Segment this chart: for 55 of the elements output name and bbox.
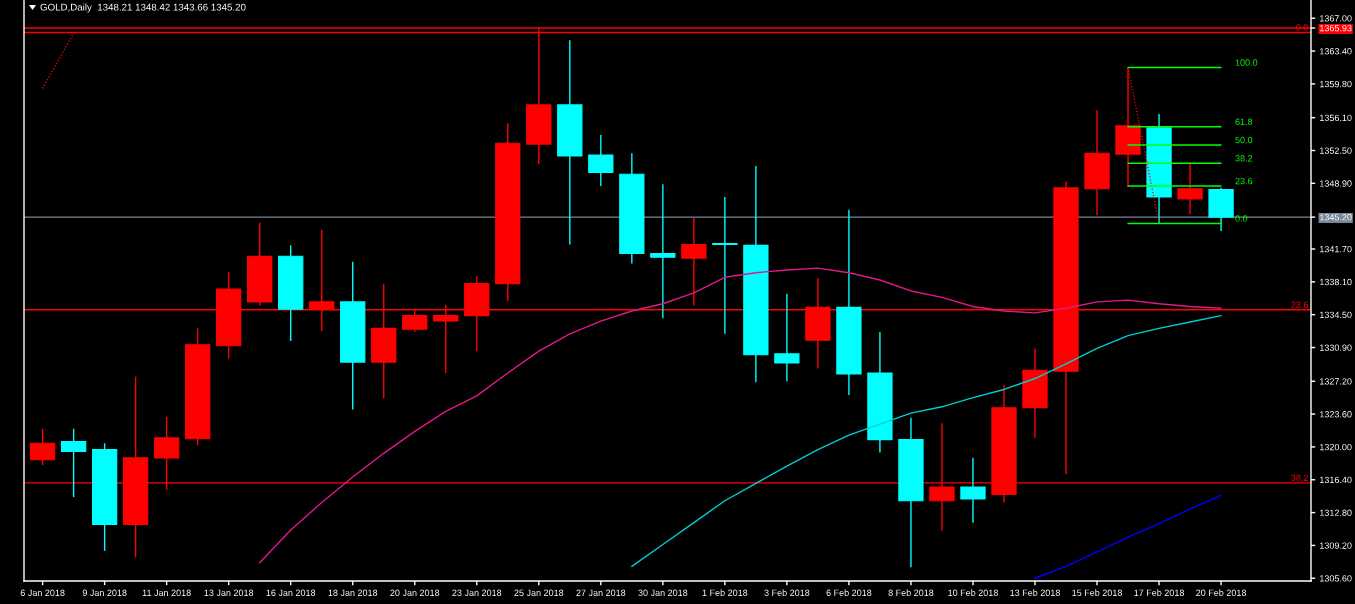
y-tick-label: 1327.20: [1320, 378, 1352, 385]
series-label: 23.6: [1235, 177, 1253, 185]
x-tick-label: 18 Jan 2018: [328, 589, 378, 596]
candlestick: [774, 292, 800, 382]
y-tick-label: 1341.70: [1320, 245, 1352, 253]
x-tick-label: 3 Feb 2018: [764, 589, 810, 596]
y-tick-label: 1312.80: [1320, 509, 1352, 516]
x-tick-label: 25 Jan 2018: [514, 589, 564, 596]
x-tick-label: 1 Feb 2018: [702, 589, 748, 596]
y-tick-label: 1356.10: [1320, 114, 1352, 122]
x-tick-label: 11 Jan 2018: [142, 589, 191, 596]
y-tick-label: 1309.20: [1320, 542, 1352, 549]
y-tick-label: 1348.90: [1320, 180, 1352, 187]
x-tick-label: 13 Feb 2018: [1010, 589, 1060, 596]
candlestick: [650, 183, 676, 320]
x-tick-label: 8 Feb 2018: [888, 589, 934, 596]
series-label: 0.0: [1235, 215, 1248, 222]
y-tick-label: 1305.60: [1320, 575, 1352, 582]
line-series: [1034, 494, 1222, 579]
chart-title: GOLD,Daily 1348.21 1348.42 1343.66 1345.20: [40, 3, 246, 13]
y-tick-label: 1338.10: [1320, 278, 1352, 286]
x-tick-label: 27 Jan 2018: [576, 589, 626, 596]
y-tick-label: 1330.90: [1320, 344, 1352, 351]
x-tick-label: 20 Jan 2018: [390, 589, 440, 596]
series-label: 38.2: [1235, 155, 1253, 162]
candlestick: [712, 196, 738, 335]
y-tick-label: 1365.93: [1320, 24, 1352, 32]
annotation: 23.6: [1291, 301, 1309, 308]
y-tick-label: 1352.50: [1320, 147, 1352, 154]
x-tick-label: 6 Jan 2018: [20, 589, 65, 596]
y-tick-label: 1345.20: [1320, 214, 1352, 221]
x-tick-label: 30 Jan 2018: [638, 589, 688, 596]
line-series: [631, 314, 1222, 568]
x-tick-label: 17 Feb 2018: [1134, 589, 1184, 596]
y-tick-label: 1367.00: [1320, 15, 1352, 22]
annotation: 38.2: [1291, 474, 1308, 482]
series-label: 61.8: [1235, 118, 1253, 125]
x-tick-label: 15 Feb 2018: [1072, 589, 1122, 596]
x-tick-label: 16 Jan 2018: [266, 589, 316, 596]
y-tick-label: 1320.00: [1320, 443, 1352, 451]
y-tick-label: 1363.40: [1320, 48, 1352, 55]
x-tick-label: 23 Jan 2018: [452, 589, 502, 596]
line-series: [258, 267, 1222, 564]
series-label: 50.0: [1235, 136, 1253, 144]
y-tick-label: 1359.80: [1320, 80, 1352, 88]
y-tick-label: 1323.60: [1320, 411, 1352, 418]
x-tick-label: 9 Jan 2018: [82, 589, 127, 596]
y-tick-label: 1334.50: [1320, 311, 1352, 319]
x-tick-label: 10 Feb 2018: [948, 589, 998, 596]
annotation: 0.0: [1296, 24, 1309, 31]
x-tick-label: 6 Feb 2018: [826, 589, 872, 596]
x-tick-label: 20 Feb 2018: [1196, 589, 1247, 596]
series-label: 100.0: [1235, 59, 1258, 66]
y-tick-label: 1316.40: [1320, 476, 1352, 484]
x-tick-label: 13 Jan 2018: [204, 589, 254, 596]
